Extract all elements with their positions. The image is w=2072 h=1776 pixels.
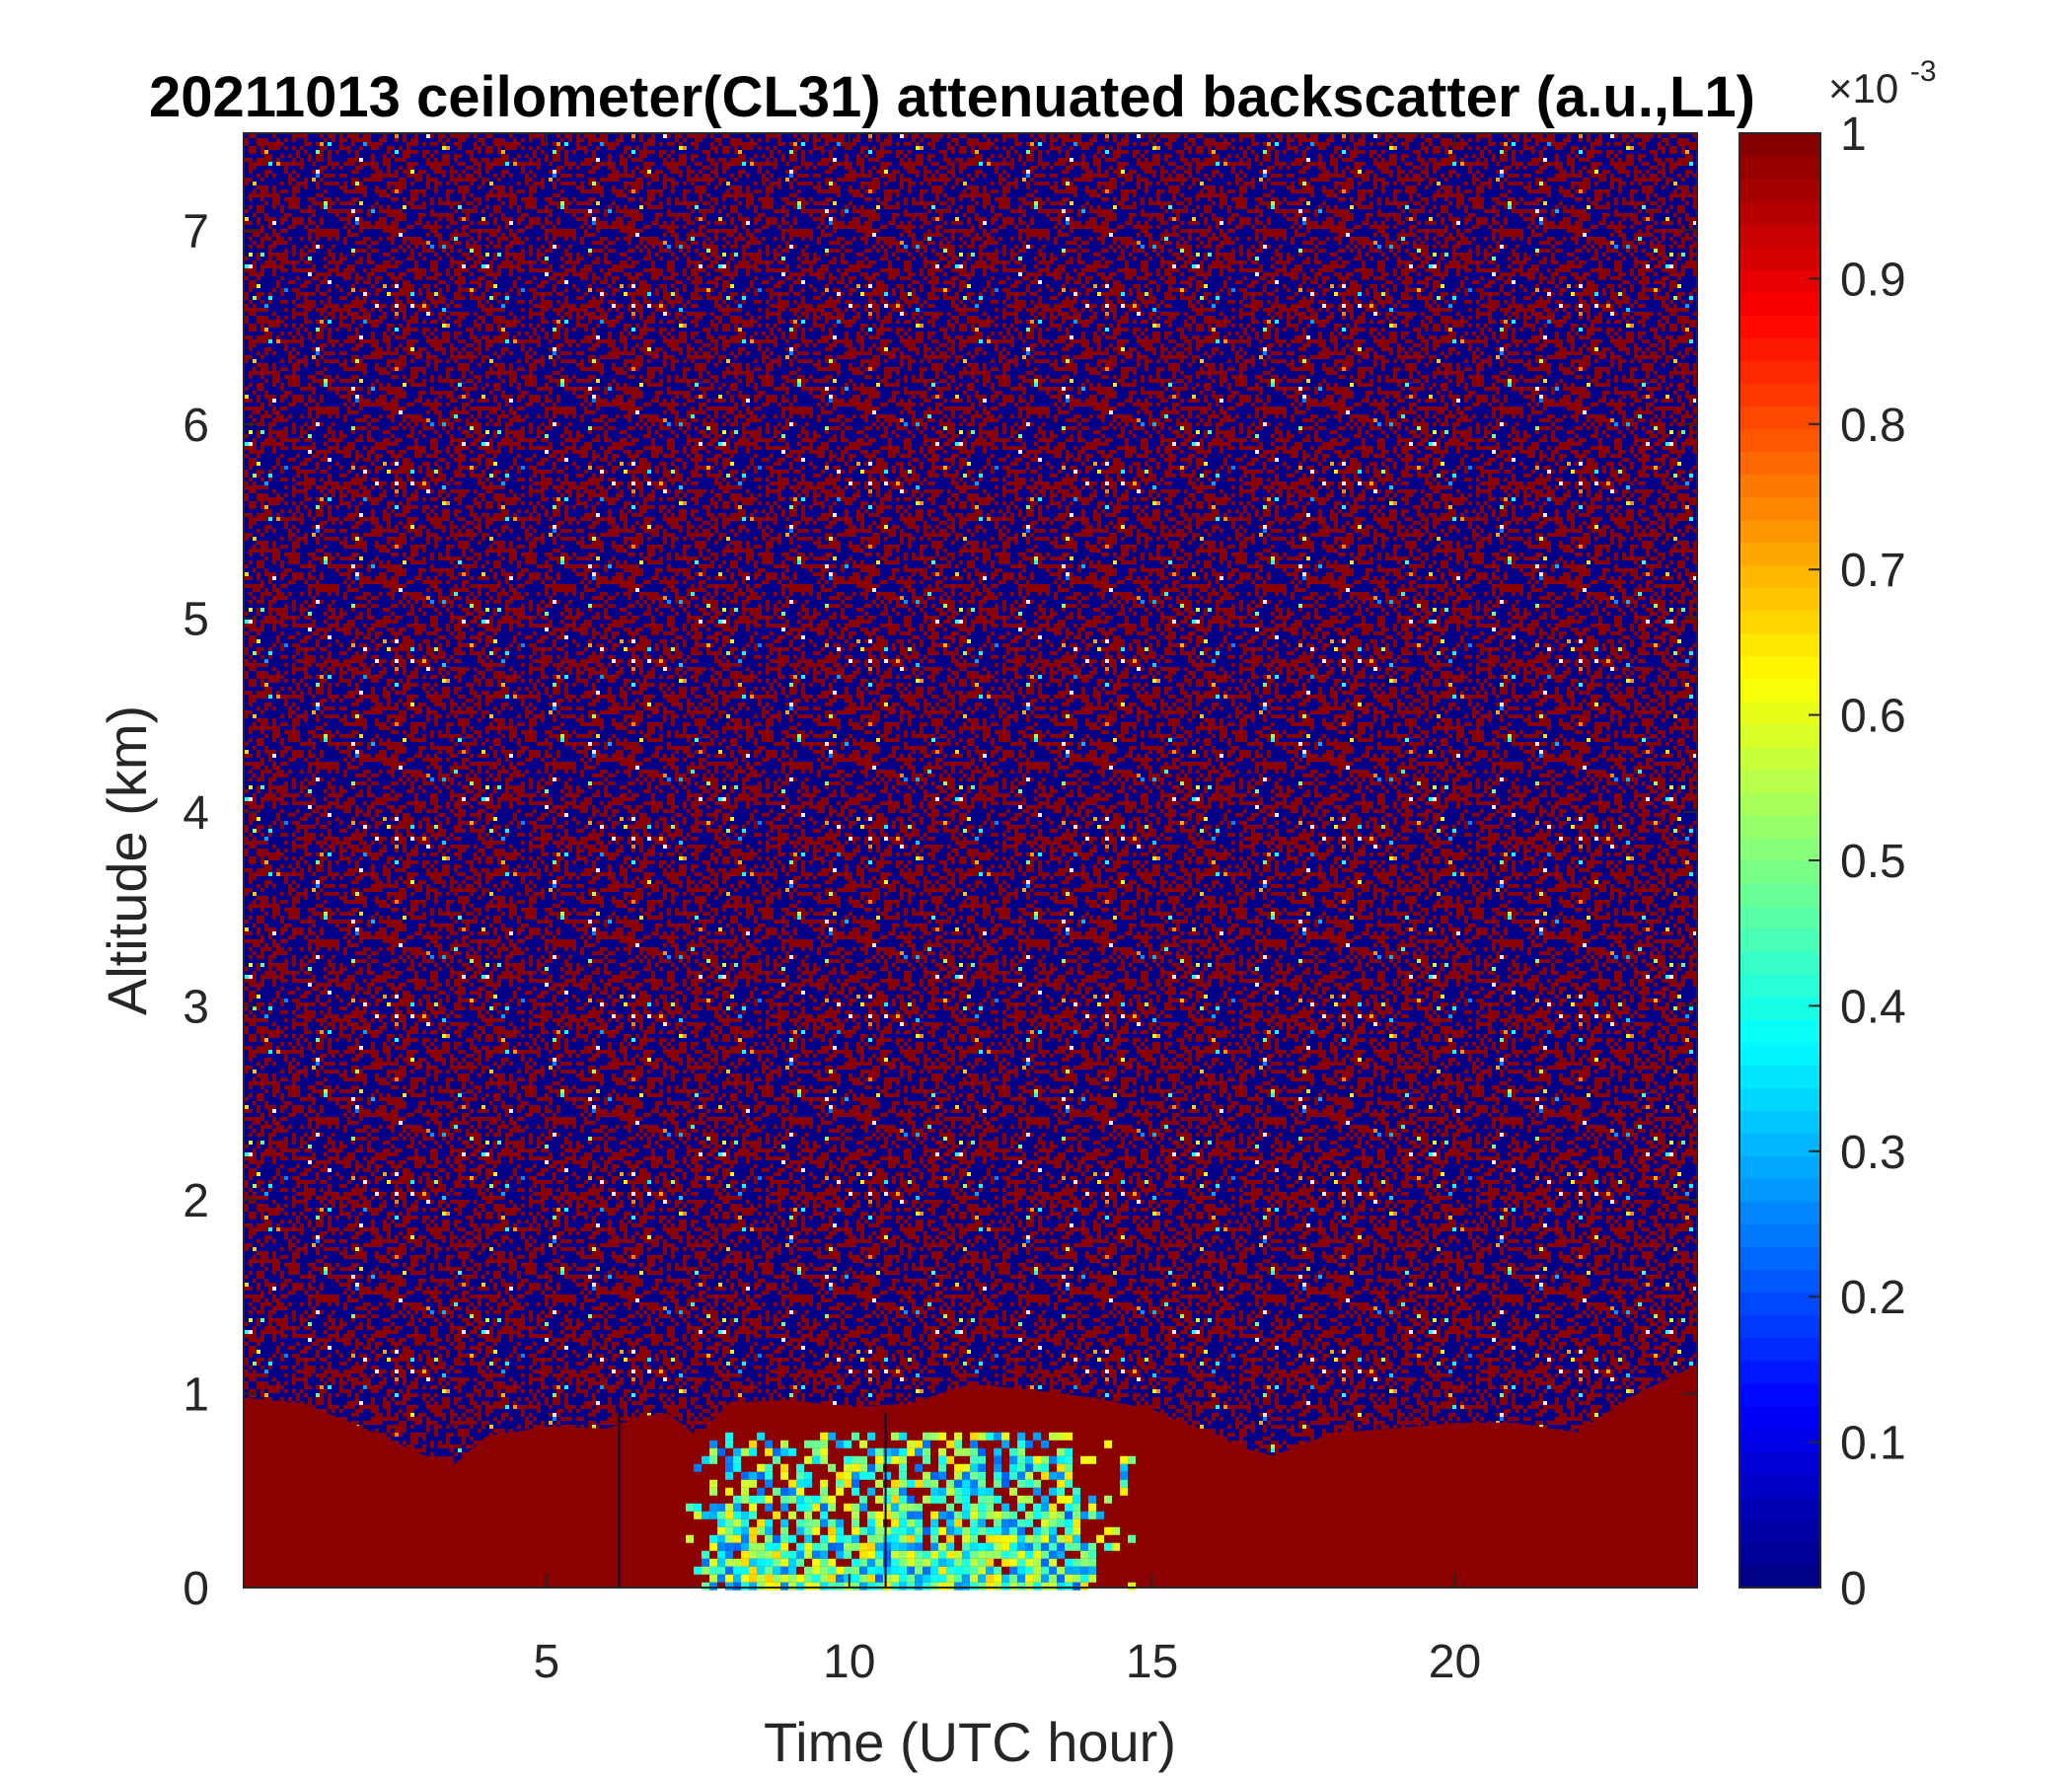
colorbar-band bbox=[1739, 133, 1820, 157]
y-tick-label: 5 bbox=[183, 593, 209, 645]
y-axis-label: Altitude (km) bbox=[96, 705, 158, 1015]
colorbar-band bbox=[1739, 1518, 1820, 1543]
colorbar-band bbox=[1739, 1337, 1820, 1362]
colorbar-band bbox=[1739, 791, 1820, 816]
colorbar-band bbox=[1739, 1292, 1820, 1316]
colorbar: 0 0.1 0.2 0.3 0.4 0.5 0.6 0.7 0.8 0.9 1 ×10 -3 bbox=[1739, 55, 1937, 1615]
x-tick-label: 10 bbox=[823, 1636, 875, 1688]
colorbar-exponent: ×10 -3 bbox=[1828, 55, 1937, 111]
colorbar-tick-label: 0.9 bbox=[1840, 254, 1906, 306]
colorbar-exponent-base: ×10 bbox=[1828, 65, 1898, 111]
colorbar-band bbox=[1739, 860, 1820, 884]
colorbar-band bbox=[1739, 224, 1820, 248]
colorbar-band bbox=[1739, 428, 1820, 453]
heatmap-noise-field bbox=[244, 133, 1697, 1588]
colorbar-tick-label: 0.1 bbox=[1840, 1418, 1906, 1470]
colorbar-exponent-power: -3 bbox=[1910, 55, 1937, 88]
colorbar-band bbox=[1739, 632, 1820, 657]
colorbar-band bbox=[1739, 1541, 1820, 1566]
colorbar-band bbox=[1739, 814, 1820, 839]
colorbar-band bbox=[1739, 1087, 1820, 1111]
colorbar-band bbox=[1739, 542, 1820, 566]
colorbar-band bbox=[1739, 1178, 1820, 1203]
x-tick-label: 20 bbox=[1429, 1636, 1481, 1688]
y-tick-label: 7 bbox=[183, 205, 209, 258]
colorbar-band bbox=[1739, 997, 1820, 1020]
colorbar-tick-label: 0.5 bbox=[1840, 836, 1906, 888]
colorbar-band bbox=[1739, 1223, 1820, 1248]
colorbar-band bbox=[1739, 383, 1820, 407]
colorbar-band bbox=[1739, 906, 1820, 929]
colorbar-band bbox=[1739, 610, 1820, 634]
colorbar-band bbox=[1739, 179, 1820, 202]
colorbar-band bbox=[1739, 474, 1820, 498]
colorbar-band bbox=[1739, 1110, 1820, 1134]
colorbar-band bbox=[1739, 655, 1820, 680]
colorbar-band bbox=[1739, 360, 1820, 384]
colorbar-tick-label: 1 bbox=[1840, 109, 1867, 161]
colorbar-band bbox=[1739, 1450, 1820, 1475]
colorbar-band bbox=[1739, 1246, 1820, 1271]
colorbar-band bbox=[1739, 883, 1820, 907]
colorbar-band bbox=[1739, 1473, 1820, 1498]
plot-frame bbox=[243, 132, 1698, 1589]
colorbar-band bbox=[1739, 1269, 1820, 1294]
colorbar-band bbox=[1739, 1360, 1820, 1384]
y-tick-label: 2 bbox=[183, 1175, 209, 1227]
colorbar-band bbox=[1739, 292, 1820, 316]
colorbar-band bbox=[1739, 1201, 1820, 1225]
colorbar-band bbox=[1739, 201, 1820, 225]
colorbar-tick-label: 0.3 bbox=[1840, 1127, 1906, 1179]
colorbar-band bbox=[1739, 587, 1820, 612]
colorbar-band bbox=[1739, 1382, 1820, 1407]
colorbar-tick-label: 0.6 bbox=[1840, 691, 1906, 743]
y-tick-label: 6 bbox=[183, 400, 209, 452]
colorbar-tick-label: 0.4 bbox=[1840, 981, 1906, 1033]
colorbar-band bbox=[1739, 1019, 1820, 1043]
colorbar-band bbox=[1739, 1496, 1820, 1520]
heatmap-plot-area: 5 10 15 20 0 1 2 3 4 5 6 7 bbox=[183, 132, 1698, 1688]
colorbar-band bbox=[1739, 837, 1820, 861]
colorbar-band bbox=[1739, 1314, 1820, 1339]
colorbar-tick-label: 0 bbox=[1840, 1563, 1867, 1615]
colorbar-band bbox=[1739, 1564, 1820, 1589]
colorbar-band bbox=[1739, 337, 1820, 361]
y-tick-label: 1 bbox=[183, 1369, 209, 1421]
colorbar-band bbox=[1739, 519, 1820, 544]
colorbar-tick-label: 0.8 bbox=[1840, 400, 1906, 452]
colorbar-band bbox=[1739, 496, 1820, 521]
colorbar-tick-label: 0.2 bbox=[1840, 1272, 1906, 1324]
colorbar-band bbox=[1739, 951, 1820, 975]
x-axis-label: Time (UTC hour) bbox=[764, 1711, 1176, 1773]
chart-title: 20211013 ceilometer(CL31) attenuated bac… bbox=[149, 65, 1755, 129]
colorbar-band bbox=[1739, 247, 1820, 270]
colorbar-band bbox=[1739, 746, 1820, 771]
colorbar-band bbox=[1739, 1405, 1820, 1430]
colorbar-band bbox=[1739, 928, 1820, 952]
colorbar-band bbox=[1739, 678, 1820, 703]
low-backscatter-region bbox=[686, 1432, 1137, 1591]
colorbar-band bbox=[1739, 451, 1820, 476]
colorbar-band bbox=[1739, 769, 1820, 793]
colorbar-band bbox=[1739, 156, 1820, 180]
colorbar-band bbox=[1739, 269, 1820, 293]
y-tick-label: 0 bbox=[183, 1563, 209, 1615]
colorbar-band bbox=[1739, 974, 1820, 998]
colorbar-band bbox=[1739, 1065, 1820, 1088]
colorbar-band bbox=[1739, 564, 1820, 589]
colorbar-band bbox=[1739, 701, 1820, 725]
colorbar-band bbox=[1739, 1155, 1820, 1180]
colorbar-band bbox=[1739, 1133, 1820, 1157]
colorbar-tick-label: 0.7 bbox=[1840, 545, 1906, 597]
x-tick-label: 15 bbox=[1126, 1636, 1178, 1688]
colorbar-band bbox=[1739, 1428, 1820, 1452]
y-tick-label: 4 bbox=[183, 787, 209, 840]
colorbar-band bbox=[1739, 406, 1820, 430]
y-tick-label: 3 bbox=[183, 981, 209, 1033]
colorbar-band bbox=[1739, 723, 1820, 748]
colorbar-band bbox=[1739, 1042, 1820, 1066]
colorbar-band bbox=[1739, 315, 1820, 338]
x-tick-label: 5 bbox=[534, 1636, 560, 1688]
